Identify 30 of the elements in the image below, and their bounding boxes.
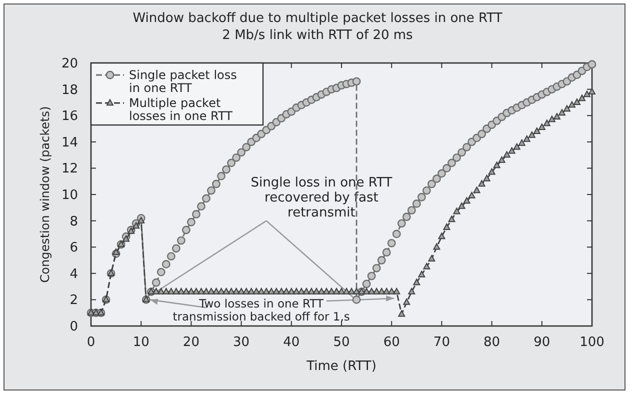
x-tick-label: 70 (433, 335, 450, 350)
y-tick-label: 12 (61, 162, 78, 177)
y-tick-label: 18 (61, 82, 78, 98)
x-tick-label: 50 (333, 335, 350, 350)
y-tick-label: 4 (70, 266, 78, 282)
legend-label: Single packet loss in one RTT (129, 68, 237, 95)
chart-title: Window backoff due to multiple packet losses in one RTT (132, 11, 502, 26)
annotation: Two losses in one RTT transmission backed off for 1,s (172, 296, 350, 324)
x-tick-label: 30 (233, 335, 250, 350)
chart-subtitle: 2 Mb/s link with RTT of 20 ms (222, 28, 414, 43)
x-axis-title: Time (RTT) (306, 359, 376, 374)
y-tick-label: 16 (61, 109, 78, 124)
y-axis-title: Congestion window (packets) (38, 106, 52, 283)
x-tick-label: 40 (283, 335, 300, 350)
x-tick-label: 60 (383, 335, 400, 350)
y-tick-label: 6 (70, 240, 78, 256)
y-tick-label: 2 (70, 293, 78, 308)
x-tick-label: 0 (86, 335, 96, 350)
y-tick-label: 0 (70, 320, 78, 334)
y-tick-label: 8 (70, 214, 78, 230)
legend-label: Multiple packet losses in one RTT (129, 96, 234, 123)
x-tick-label: 10 (132, 335, 150, 350)
x-tick-label: 80 (484, 335, 500, 350)
y-tick-label: 10 (61, 188, 78, 203)
annotation: Single loss in one RTT recovered by fast retransmit (250, 176, 392, 221)
x-tick-label: 20 (182, 335, 200, 350)
x-tick-label: 90 (534, 335, 550, 350)
y-tick-label: 20 (61, 56, 78, 72)
y-tick-label: 14 (61, 135, 78, 150)
x-tick-label: 100 (580, 335, 604, 350)
